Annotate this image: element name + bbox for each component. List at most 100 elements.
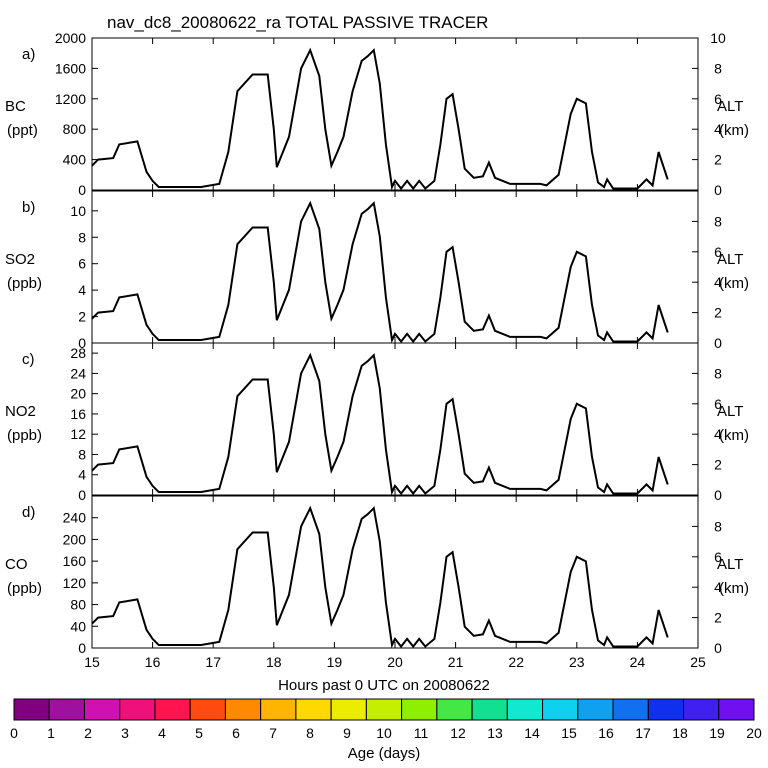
colorbar-tick-label: 1 [47,725,55,741]
x-tick-label: 15 [84,654,100,670]
colorbar-tick-label: 10 [376,725,392,741]
alt-axis-units: (km) [719,122,749,139]
x-axis-label: Hours past 0 UTC on 20080622 [278,677,490,694]
x-tick-label: 18 [266,654,282,670]
colorbar-tick-label: 12 [450,725,466,741]
plot-frame [91,495,699,649]
panel-co: 0 40 80 120 160 200 240 0 2 4 6 8 d) CO (ppb) ALT (km) [5,495,749,656]
colorbar-tick-label: 13 [487,725,503,741]
y-tick-label: 8 [78,446,86,462]
x-tick-label: 22 [508,654,524,670]
alt-axis-label: ALT [717,403,743,420]
plot-frame [91,342,699,496]
colorbar-swatch [295,698,332,721]
x-tick-label: 21 [448,654,464,670]
y-tick-label: 1600 [55,60,86,76]
alt-tick-label: 6 [714,396,722,412]
species-label: NO2 [5,403,36,420]
panel-tag: c) [22,351,35,368]
alt-tick-label: 0 [714,182,722,198]
altitude-line [91,505,669,649]
panel-tag: a) [22,46,35,63]
y-tick-label: 120 [63,575,87,591]
y-tick-label: 4 [78,467,86,483]
colorbar-tick-label: 17 [635,725,651,741]
colorbar-swatch [506,698,544,721]
colorbar-swatch [577,698,614,721]
y-tick-label: 800 [63,121,87,137]
altitude-line [91,200,669,344]
colorbar-swatch [612,698,649,721]
colorbar-tick-label: 15 [561,725,577,741]
colorbar-swatch [401,698,438,721]
y-tick-label: 16 [70,406,86,422]
alt-tick-label: 8 [714,518,722,534]
y-tick-label: 0 [78,640,86,656]
colorbar-swatch [48,698,85,721]
alt-axis-units: (km) [719,580,749,597]
panel-so2: 0 2 4 6 8 10 0 2 4 6 8 b) SO2 (ppb) ALT (km) [5,190,749,351]
colorbar-label: Age (days) [348,745,421,762]
y-tick-label: 20 [70,386,86,402]
alt-tick-label: 4 [714,274,722,290]
y-tick-label: 28 [70,345,86,361]
colorbar-tick-label: 8 [306,725,314,741]
colorbar-swatch [330,698,367,721]
y-tick-label: 0 [78,335,86,351]
y-tick-label: 400 [63,152,87,168]
alt-axis-label: ALT [717,251,743,268]
alt-tick-label: 6 [714,549,722,565]
x-tick-label: 16 [145,654,161,670]
colorbar-swatch [647,698,685,721]
colorbar-tick-label: 11 [414,725,429,741]
plot-frame [91,190,699,344]
panel-tag: b) [22,199,35,216]
species-label: BC [5,98,26,115]
colorbar-swatch [13,698,50,721]
x-tick-label: 23 [569,654,585,670]
alt-tick-label: 4 [714,426,722,442]
plot-frame [91,37,699,191]
colorbar-tick-label: 16 [598,725,614,741]
alt-axis-label: ALT [717,98,743,115]
y-tick-label: 2000 [55,30,86,46]
y-tick-label: 200 [63,531,87,547]
colorbar-tick-label: 7 [269,725,277,741]
colorbar-tick-label: 14 [524,725,540,741]
colorbar-tick-label: 6 [232,725,240,741]
colorbar-tick-label: 19 [709,725,725,741]
species-units: (ppb) [7,275,42,292]
colorbar-swatch [365,698,403,721]
y-tick-label: 12 [70,426,86,442]
y-tick-label: 40 [70,618,86,634]
alt-tick-label: 6 [714,244,722,260]
y-tick-label: 10 [70,203,86,219]
panels: 04008001200160020000246810a)BC(ppt)ALT(k… [5,30,749,670]
alt-tick-label: 6 [714,91,722,107]
y-tick-label: 24 [70,365,86,381]
alt-tick-label: 0 [714,335,722,351]
colorbar-swatch [154,698,191,721]
alt-axis-units: (km) [719,427,749,444]
x-tick-label: 17 [205,654,221,670]
colorbar-tick-label: 18 [672,725,688,741]
y-tick-label: 160 [63,553,87,569]
alt-tick-label: 0 [714,487,722,503]
colorbar-swatch [436,698,473,721]
colorbar-tick-label: 3 [121,725,129,741]
alt-tick-label: 8 [714,60,722,76]
species-units: (ppb) [7,580,42,597]
colorbar-swatch [224,698,262,721]
chart-title: nav_dc8_20080622_ra TOTAL PASSIVE TRACER [107,13,488,32]
colorbar-swatch [683,698,720,721]
colorbar-swatch [189,698,226,721]
species-units: (ppt) [7,122,38,139]
alt-axis-label: ALT [717,556,743,573]
species-label: SO2 [5,251,35,268]
y-tick-label: 2 [78,309,86,325]
panel-tag: d) [22,504,35,521]
colorbar-swatch [718,698,755,721]
x-tick-label: 24 [630,654,646,670]
colorbar-tick-label: 2 [84,725,92,741]
